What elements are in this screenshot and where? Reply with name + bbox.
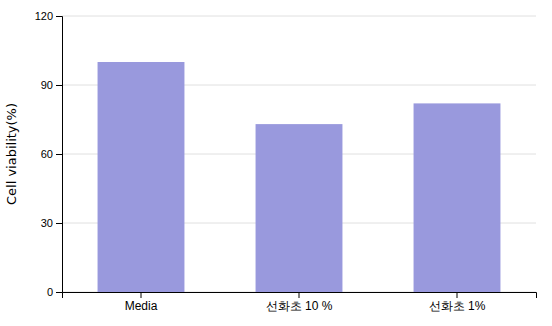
y-tick-mark xyxy=(56,292,62,293)
bars xyxy=(98,62,501,292)
x-tick-mark xyxy=(299,292,300,298)
y-tick-label: 120 xyxy=(35,10,53,22)
y-tick-label: 30 xyxy=(41,217,53,229)
y-tick-label: 90 xyxy=(41,79,53,91)
y-tick-label: 60 xyxy=(41,148,53,160)
y-axis-title: Cell viability(%) xyxy=(4,103,19,205)
y-tick: 90 xyxy=(41,79,62,91)
bar xyxy=(256,124,343,292)
x-tick-label: 선화초 1% xyxy=(429,299,486,313)
x-tick-mark xyxy=(141,292,142,298)
y-tick: 0 xyxy=(47,286,62,298)
bar xyxy=(414,103,501,292)
x-axis-line xyxy=(63,293,537,299)
x-tick-mark xyxy=(457,292,458,298)
y-tick: 60 xyxy=(41,148,62,160)
chart-container: 0 30 60 90 120 Media 선화초 10 % 선화초 1% Cell viabil… xyxy=(0,0,552,326)
y-tick: 30 xyxy=(41,217,62,229)
y-tick-mark xyxy=(56,16,62,17)
x-axis: Media 선화초 10 % 선화초 1% xyxy=(63,292,537,313)
y-tick-label: 0 xyxy=(47,286,53,298)
grid xyxy=(62,16,536,292)
bar xyxy=(98,62,185,292)
x-tick: 선화초 10 % xyxy=(266,292,333,313)
plot-area: 0 30 60 90 120 Media 선화초 10 % 선화초 1% xyxy=(35,10,537,313)
x-tick: Media xyxy=(125,292,158,313)
y-tick-mark xyxy=(56,154,62,155)
y-tick-mark xyxy=(56,85,62,86)
chart-svg: 0 30 60 90 120 Media 선화초 10 % 선화초 1% Cell viabil… xyxy=(0,0,552,326)
grid-line xyxy=(62,16,536,17)
x-tick: 선화초 1% xyxy=(429,292,486,313)
x-tick-label: 선화초 10 % xyxy=(266,299,333,313)
y-tick: 120 xyxy=(35,10,62,22)
y-axis-line xyxy=(56,17,63,293)
x-tick-label: Media xyxy=(125,299,158,313)
y-axis: 0 30 60 90 120 xyxy=(35,10,63,298)
y-tick-mark xyxy=(56,223,62,224)
